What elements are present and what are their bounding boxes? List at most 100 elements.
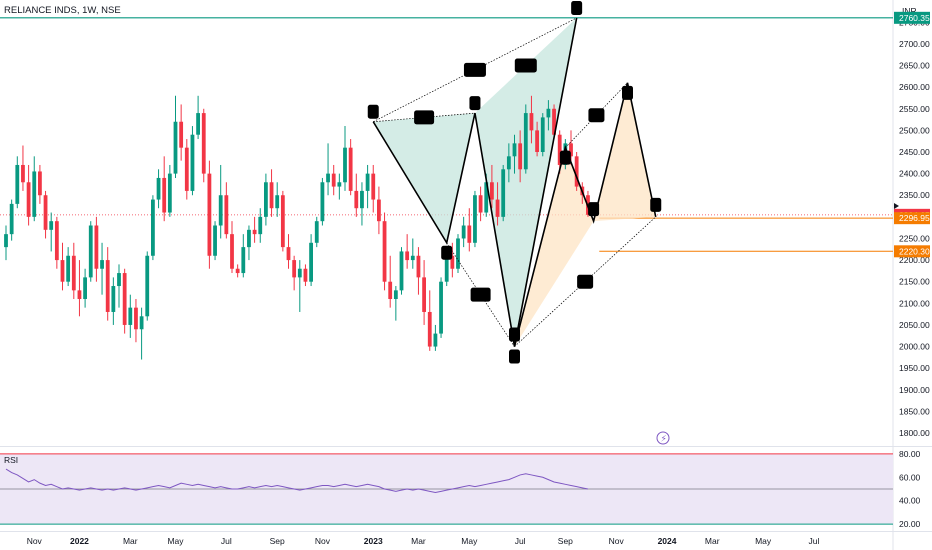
candle-body	[360, 190, 364, 209]
candle-body	[218, 195, 223, 226]
candle-body	[173, 121, 178, 174]
candle-body	[9, 203, 14, 235]
candle-body	[196, 113, 200, 135]
time-tick-label: Mar	[705, 536, 720, 546]
rsi-tick-label: 60.00	[899, 472, 921, 482]
price-tick-label: 2400.00	[899, 169, 930, 179]
candle-body	[416, 255, 421, 278]
price-axis-tag	[894, 212, 930, 225]
candle-body	[88, 225, 93, 278]
candle-body	[410, 255, 415, 261]
price-axis-tag-label: 2760.35	[899, 13, 930, 23]
candle-body	[264, 182, 268, 217]
time-tick-label: Mar	[411, 536, 426, 546]
rsi-tick-label: 20.00	[899, 519, 921, 529]
pattern2-point-marker	[622, 85, 633, 100]
candle-body	[179, 121, 184, 148]
scale-arrow-icon	[894, 203, 899, 209]
time-tick-label: 2024	[658, 536, 677, 546]
ratio-label	[577, 274, 594, 289]
candle-body	[512, 143, 517, 157]
candle-body	[280, 195, 285, 248]
candle-body	[501, 169, 506, 217]
event-flash-icon	[656, 431, 670, 445]
price-tick-label: 2200.00	[899, 255, 930, 265]
candle-body	[393, 290, 398, 299]
candle-body	[433, 333, 438, 347]
time-tick-label: 2023	[364, 536, 383, 546]
candle-body	[439, 281, 443, 334]
candle-body	[213, 225, 217, 256]
candle-body	[207, 173, 212, 256]
candle-body	[314, 221, 319, 243]
candle-body	[122, 273, 127, 325]
candle-body	[523, 113, 528, 170]
candle-body	[190, 134, 195, 191]
candle-body	[201, 113, 206, 174]
candle-body	[15, 164, 20, 204]
pattern2-point-marker	[650, 197, 662, 212]
candle-body	[145, 255, 150, 317]
ratio-label	[470, 287, 491, 302]
candle-body	[574, 156, 579, 187]
pattern2-xd-dotted	[514, 216, 656, 347]
price-axis-tag-label: 2296.95	[899, 213, 930, 223]
pattern-xab-fill	[373, 113, 475, 243]
candle-body	[535, 130, 539, 152]
pattern2-point-marker	[509, 327, 520, 342]
time-tick-label: 2022	[70, 536, 89, 546]
candle-body	[467, 225, 472, 243]
time-tick-label: Sep	[558, 536, 573, 546]
candle-body	[54, 221, 59, 261]
time-tick-label: Sep	[270, 536, 285, 546]
candle-body	[134, 307, 138, 330]
price-tick-label: 2350.00	[899, 190, 930, 200]
candle-body	[224, 195, 229, 235]
candle-body	[569, 143, 573, 157]
candle-body	[478, 195, 483, 213]
pattern2-xab-fill	[514, 147, 594, 347]
candle-body	[405, 251, 410, 261]
price-axis-tag	[894, 11, 930, 24]
price-tick-label: 2650.00	[899, 61, 930, 71]
pattern2-point-marker	[588, 202, 600, 217]
time-tick-label: Jul	[515, 536, 526, 546]
price-tick-label: 2100.00	[899, 298, 930, 308]
pattern-bcd-fill	[474, 17, 577, 347]
candle-body	[167, 173, 172, 213]
candle-body	[258, 216, 263, 235]
candle-body	[450, 255, 455, 269]
candle-body	[388, 281, 393, 299]
candle-body	[484, 182, 489, 213]
price-tick-label: 2450.00	[899, 147, 930, 157]
price-tick-label: 2550.00	[899, 104, 930, 114]
ratio-label	[588, 108, 605, 123]
candle-body	[286, 247, 291, 261]
candle-body	[456, 238, 460, 269]
candle-body	[518, 143, 523, 170]
rsi-tick-label: 40.00	[899, 496, 921, 506]
time-tick-label: May	[461, 536, 478, 546]
candle-body	[252, 229, 257, 235]
price-tick-label: 2000.00	[899, 342, 930, 352]
price-tick-label: 1850.00	[899, 406, 930, 416]
pattern1-point-marker	[571, 0, 583, 15]
rsi-tick-label: 80.00	[899, 449, 921, 459]
candle-body	[348, 147, 353, 191]
candle-body	[66, 255, 71, 282]
candle-body	[331, 173, 336, 187]
candle-body	[241, 247, 246, 274]
candle-body	[139, 316, 144, 330]
candle-body	[546, 108, 551, 118]
candle-body	[275, 195, 280, 209]
candle-body	[382, 221, 387, 282]
time-tick-label: Jul	[221, 536, 232, 546]
candle-body	[552, 108, 556, 135]
candle-body	[473, 195, 477, 243]
candle-body	[371, 173, 376, 200]
event-flash-glyph: ⚡	[661, 434, 667, 444]
candle-body	[247, 229, 251, 248]
time-tick-label: Mar	[123, 536, 138, 546]
candle-body	[230, 234, 234, 269]
